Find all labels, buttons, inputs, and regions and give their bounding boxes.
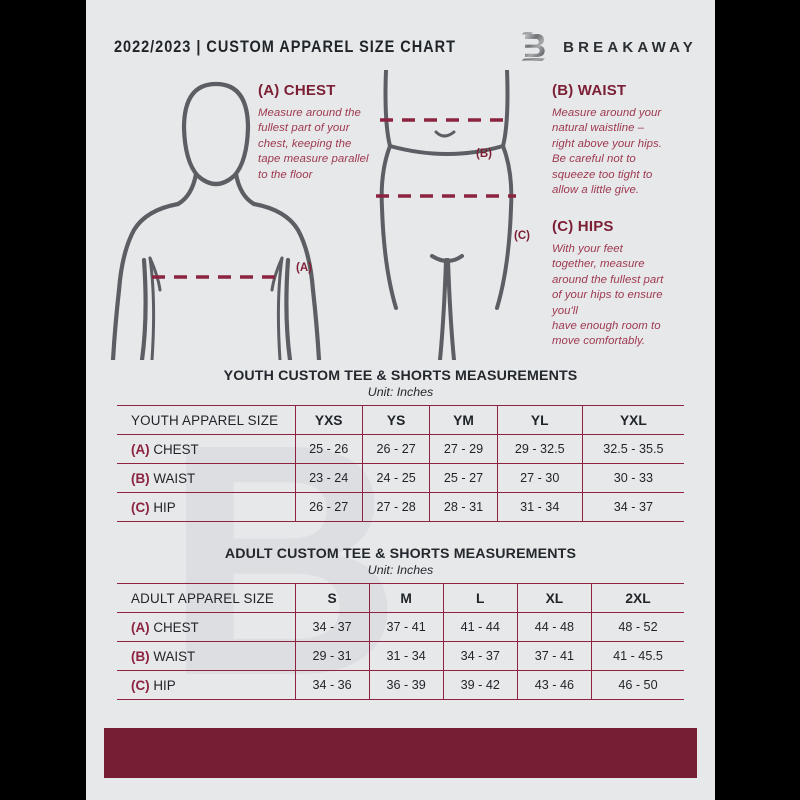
column-header: 2XL [590, 583, 684, 613]
adult-measurements-section: ADULT CUSTOM TEE & SHORTS MEASUREMENTS U… [86, 546, 715, 700]
cell: 48 - 52 [590, 612, 684, 642]
page-title: 2022/2023 | CUSTOM APPAREL SIZE CHART [114, 37, 456, 56]
chest-marker-label: (A) [296, 262, 312, 274]
row-name: WAIST [153, 470, 196, 486]
cell: 31 - 34 [496, 492, 583, 522]
cell: 25 - 27 [429, 463, 498, 493]
note-hips-title: (C) HIPS [552, 218, 614, 235]
brand-lockup: BREAKAWAY [521, 30, 697, 64]
row-label: (A) CHEST [117, 434, 295, 464]
table-row: (C) HIP 34 - 36 36 - 39 39 - 42 43 - 46 … [117, 670, 684, 700]
table-header-row: ADULT APPAREL SIZE S M L XL 2XL [117, 583, 684, 613]
table-row: (B) WAIST 29 - 31 31 - 34 34 - 37 37 - 4… [117, 641, 684, 671]
row-tag: (C) [131, 677, 150, 693]
cell: 29 - 32.5 [496, 434, 583, 464]
cell: 27 - 29 [429, 434, 498, 464]
adult-header-label: ADULT APPAREL SIZE [117, 583, 295, 613]
note-chest-body: Measure around the fullest part of your … [258, 107, 369, 181]
row-tag: (B) [131, 470, 150, 486]
cell: 36 - 39 [368, 670, 444, 700]
youth-table-unit: Unit: Inches [367, 385, 434, 399]
youth-measurements-table: YOUTH APPAREL SIZE YXS YS YM YL YXL (A) … [117, 405, 684, 522]
cell: 32.5 - 35.5 [581, 434, 684, 464]
cell: 31 - 34 [368, 641, 444, 671]
column-header: L [442, 583, 518, 613]
cell: 26 - 27 [294, 492, 363, 522]
cell: 46 - 50 [590, 670, 684, 700]
cell: 39 - 42 [442, 670, 518, 700]
note-waist: (B) WAIST Measure around your natural wa… [552, 82, 704, 198]
column-header: XL [516, 583, 592, 613]
row-name: HIP [153, 499, 176, 515]
cell: 37 - 41 [368, 612, 444, 642]
row-label: (B) WAIST [117, 463, 295, 493]
hips-marker-label: (C) [514, 230, 530, 242]
cell: 41 - 45.5 [590, 641, 684, 671]
table-row: (A) CHEST 34 - 37 37 - 41 41 - 44 44 - 4… [117, 612, 684, 642]
front-torso-figure-icon [110, 81, 322, 360]
row-label: (B) WAIST [117, 641, 295, 671]
cell: 28 - 31 [429, 492, 498, 522]
adult-measurements-table: ADULT APPAREL SIZE S M L XL 2XL (A) CHES… [117, 583, 684, 700]
row-tag: (B) [131, 648, 150, 664]
column-header: YXS [294, 405, 363, 435]
adult-table-unit: Unit: Inches [367, 563, 434, 577]
column-header: M [368, 583, 444, 613]
table-header-row: YOUTH APPAREL SIZE YXS YS YM YL YXL [117, 405, 684, 435]
cell: 25 - 26 [294, 434, 363, 464]
row-label: (C) HIP [117, 492, 295, 522]
waist-marker-label: (B) [476, 148, 492, 160]
brand-wordmark: BREAKAWAY [563, 38, 697, 56]
row-tag: (A) [131, 619, 150, 635]
measurement-illustrations: (A) (B) (C) (A) CHEST Measure [86, 70, 715, 360]
youth-measurements-section: YOUTH CUSTOM TEE & SHORTS MEASUREMENTS U… [86, 368, 715, 522]
cell: 43 - 46 [516, 670, 592, 700]
row-name: CHEST [153, 619, 199, 635]
cell: 27 - 30 [496, 463, 583, 493]
cell: 37 - 41 [516, 641, 592, 671]
column-header: YXL [581, 405, 684, 435]
table-row: (A) CHEST 25 - 26 26 - 27 27 - 29 29 - 3… [117, 434, 684, 464]
column-header: YM [429, 405, 498, 435]
row-name: CHEST [153, 441, 199, 457]
row-label: (C) HIP [117, 670, 295, 700]
row-name: HIP [153, 677, 176, 693]
breakaway-b-logo-icon [521, 32, 546, 61]
adult-table-title: ADULT CUSTOM TEE & SHORTS MEASUREMENTS [224, 546, 577, 562]
note-hips-body: With your feet together, measure around … [552, 243, 664, 348]
note-chest-title: (A) CHEST [258, 82, 336, 99]
cell: 34 - 37 [581, 492, 684, 522]
cell: 41 - 44 [442, 612, 518, 642]
youth-table-title: YOUTH CUSTOM TEE & SHORTS MEASUREMENTS [223, 368, 578, 384]
cell: 26 - 27 [361, 434, 430, 464]
column-header: YL [496, 405, 583, 435]
cell: 44 - 48 [516, 612, 592, 642]
cell: 34 - 37 [294, 612, 370, 642]
cell: 30 - 33 [581, 463, 684, 493]
table-row: (C) HIP 26 - 27 27 - 28 28 - 31 31 - 34 … [117, 492, 684, 522]
youth-header-label: YOUTH APPAREL SIZE [117, 405, 295, 435]
row-tag: (C) [131, 499, 150, 515]
table-row: (B) WAIST 23 - 24 24 - 25 25 - 27 27 - 3… [117, 463, 684, 493]
size-chart-page: B 2022/2023 | CUSTOM APPAREL SIZE CHART … [86, 0, 715, 800]
column-header: S [294, 583, 370, 613]
page-header: 2022/2023 | CUSTOM APPAREL SIZE CHART BR… [86, 30, 715, 64]
cell: 34 - 37 [442, 641, 518, 671]
note-waist-body: Measure around your natural waistline – … [552, 107, 663, 197]
row-tag: (A) [131, 441, 150, 457]
lower-body-figure-icon [376, 70, 516, 360]
row-name: WAIST [153, 648, 196, 664]
cell: 34 - 36 [294, 670, 370, 700]
cell: 24 - 25 [361, 463, 430, 493]
note-waist-title: (B) WAIST [552, 82, 627, 99]
cell: 23 - 24 [294, 463, 363, 493]
row-label: (A) CHEST [117, 612, 295, 642]
note-chest: (A) CHEST Measure around the fullest par… [258, 82, 406, 183]
cell: 29 - 31 [294, 641, 370, 671]
column-header: YS [361, 405, 430, 435]
footer-accent-bar [104, 728, 697, 778]
note-hips: (C) HIPS With your feet together, measur… [552, 218, 704, 350]
cell: 27 - 28 [361, 492, 430, 522]
